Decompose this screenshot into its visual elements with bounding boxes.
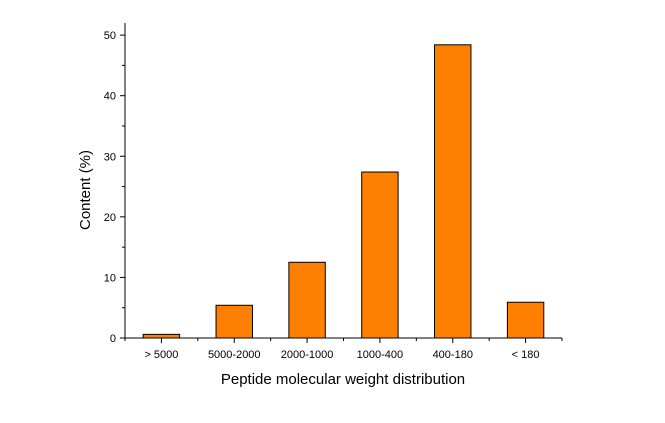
bar xyxy=(434,44,472,339)
bar xyxy=(215,304,253,339)
x-axis-label: Peptide molecular weight distribution xyxy=(221,371,465,388)
y-tick-label: 30 xyxy=(104,151,116,163)
axes: > 5000 5000-2000 2000-1000 1000-400 400-180 <… xyxy=(104,23,563,361)
x-tick-label: 400-180 xyxy=(433,349,473,361)
x-tick-label: 5000-2000 xyxy=(208,349,261,361)
x-tick-label: 1000-400 xyxy=(357,349,404,361)
y-tick-label: 0 xyxy=(110,333,116,345)
y-tick-label: 50 xyxy=(104,30,116,42)
bar xyxy=(361,171,399,339)
x-tick-label: 2000-1000 xyxy=(281,349,334,361)
bars xyxy=(142,44,545,339)
y-tick-label: 40 xyxy=(104,91,116,103)
y-axis-label: Content (%) xyxy=(77,150,94,230)
bar xyxy=(142,333,181,339)
bar xyxy=(506,301,545,339)
x-tick-label: > 5000 xyxy=(144,349,178,361)
x-tick-label: < 180 xyxy=(512,349,540,361)
y-tick-label: 20 xyxy=(104,212,116,224)
bar xyxy=(288,261,326,339)
y-tick-label: 10 xyxy=(104,272,116,284)
